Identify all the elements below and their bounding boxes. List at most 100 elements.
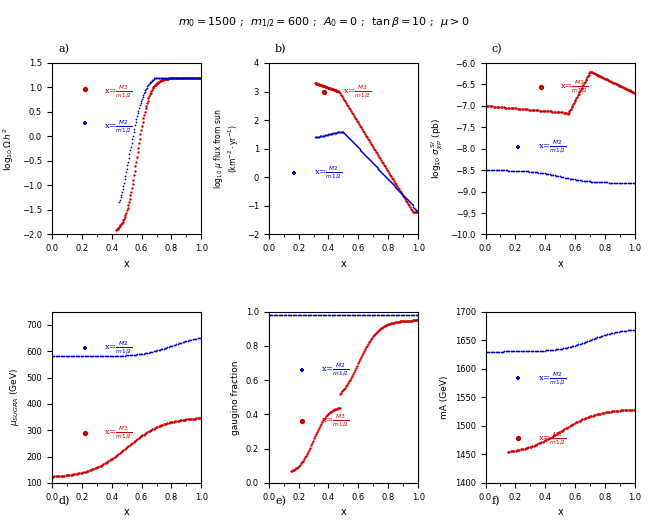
Point xyxy=(71,352,81,361)
Point xyxy=(331,86,341,94)
Point xyxy=(365,157,376,165)
Point xyxy=(615,82,625,90)
Point xyxy=(351,115,361,123)
Point xyxy=(334,404,345,412)
Point xyxy=(505,166,516,175)
Point xyxy=(128,351,139,359)
Point xyxy=(318,311,328,319)
Point xyxy=(324,311,334,319)
Point xyxy=(115,352,125,360)
Point xyxy=(507,347,517,355)
Point xyxy=(75,469,85,477)
Point xyxy=(406,311,416,319)
Point xyxy=(333,87,343,96)
Point xyxy=(318,82,329,90)
Point xyxy=(291,311,301,319)
Point xyxy=(545,433,555,442)
Point xyxy=(496,166,506,175)
Point xyxy=(494,103,505,111)
Point xyxy=(548,345,559,354)
Point xyxy=(296,417,307,425)
Point xyxy=(599,74,609,82)
Point xyxy=(333,87,343,96)
Point xyxy=(323,83,333,92)
Point xyxy=(323,83,334,92)
Point xyxy=(615,327,625,335)
Point xyxy=(308,437,318,445)
Point xyxy=(402,311,412,319)
Point xyxy=(369,160,379,168)
Point xyxy=(500,348,511,356)
Point xyxy=(338,311,348,319)
Point xyxy=(547,345,557,354)
Point xyxy=(171,74,181,82)
Point xyxy=(147,76,157,85)
Point xyxy=(183,415,194,423)
Point xyxy=(579,177,590,185)
Point xyxy=(588,69,598,77)
Point xyxy=(552,172,562,180)
Point xyxy=(549,431,559,439)
Point xyxy=(317,132,327,140)
Point xyxy=(360,151,371,159)
Point xyxy=(410,207,421,216)
Point xyxy=(151,423,161,432)
Point xyxy=(380,321,391,330)
Point xyxy=(181,74,191,82)
Point xyxy=(375,325,385,333)
Point xyxy=(119,446,129,454)
Point xyxy=(402,317,413,325)
Point xyxy=(531,440,541,449)
Point xyxy=(142,83,152,92)
Point xyxy=(295,311,305,319)
Point xyxy=(547,108,557,116)
Point xyxy=(325,130,335,138)
Point xyxy=(156,77,166,85)
Point xyxy=(480,348,491,356)
Point xyxy=(487,348,497,356)
Point xyxy=(345,375,356,384)
Point xyxy=(404,197,414,206)
Point xyxy=(154,74,165,82)
Point xyxy=(513,166,524,175)
Point xyxy=(544,434,554,443)
Point xyxy=(609,407,619,415)
Point xyxy=(192,74,203,82)
Point xyxy=(307,311,318,319)
Point xyxy=(171,340,181,349)
Point xyxy=(375,166,385,174)
Point xyxy=(603,178,614,187)
Point xyxy=(146,87,156,96)
Point xyxy=(558,426,568,434)
Point xyxy=(297,311,308,319)
Point xyxy=(625,86,635,94)
Point xyxy=(584,177,595,186)
Point xyxy=(104,352,115,360)
Point xyxy=(374,326,384,334)
Point xyxy=(588,69,599,78)
Point xyxy=(179,416,189,424)
Point xyxy=(311,133,321,141)
Point xyxy=(355,355,365,363)
Point xyxy=(496,348,506,356)
Point xyxy=(125,146,135,155)
Point xyxy=(121,208,132,217)
Point xyxy=(395,317,405,326)
Point xyxy=(157,76,167,85)
Text: x=$\frac{M3}{m1/2}$: x=$\frac{M3}{m1/2}$ xyxy=(104,425,133,442)
Point xyxy=(373,327,383,335)
Point xyxy=(107,352,117,360)
Point xyxy=(172,340,183,348)
Point xyxy=(320,82,330,91)
Point xyxy=(266,311,276,319)
Point xyxy=(539,107,550,115)
Point xyxy=(563,343,573,351)
Point xyxy=(606,178,616,187)
Point xyxy=(619,327,630,335)
Point xyxy=(528,168,538,176)
Point xyxy=(187,74,197,82)
Point xyxy=(186,74,196,82)
Point xyxy=(53,472,64,480)
Point xyxy=(180,74,191,82)
Point xyxy=(570,419,580,427)
